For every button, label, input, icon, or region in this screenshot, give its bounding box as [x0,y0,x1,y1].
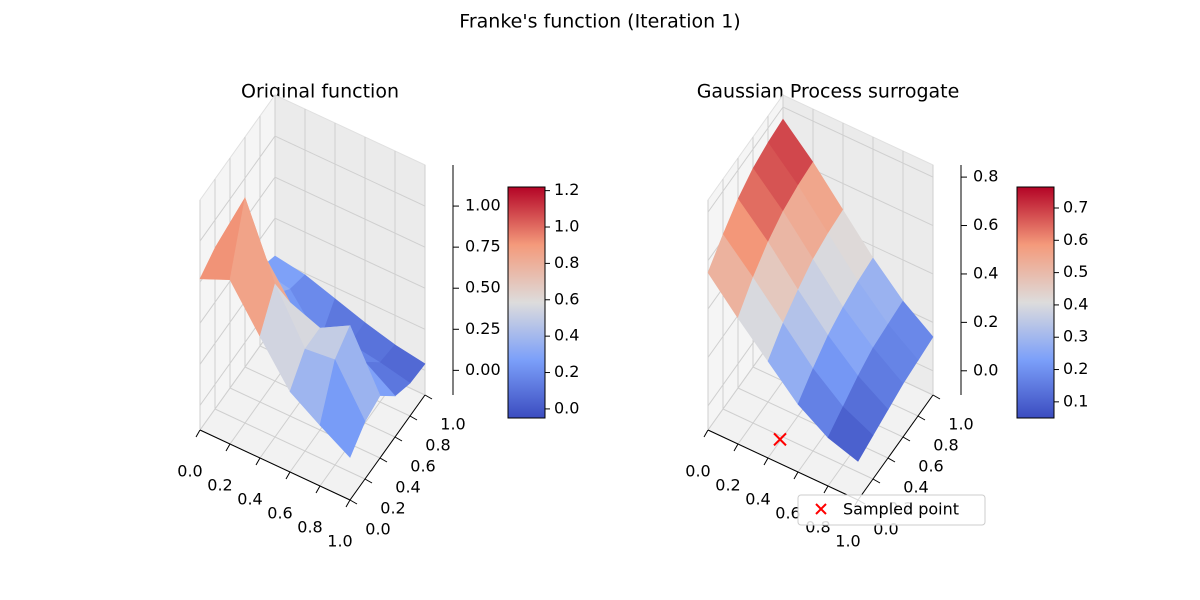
tick-mark [902,436,911,442]
legend-box [797,494,986,526]
y-tick-label: 0.8 [933,436,958,455]
y-tick-label: 0.6 [918,457,943,476]
legend: Sampled point [797,494,986,526]
tick-mark [917,415,926,421]
colorbar-tick-label: 0.1 [1063,391,1088,410]
x-tick-label: 1.0 [835,532,860,551]
x-tick-label: 0.6 [267,504,292,523]
y-tick-label: 1.0 [948,415,973,434]
y-tick-label: 1.0 [440,415,465,434]
colorbar-tick-label: 0.2 [554,362,579,381]
y-tick-label: 0.4 [903,478,928,497]
scatter-point [773,432,787,447]
z-tick-label: 0.4 [973,263,998,282]
tick-mark [823,485,829,494]
colorbar-tick-label: 1.2 [554,180,579,199]
tick-mark [364,478,373,484]
tick-mark [887,457,896,463]
tick-mark [345,499,351,508]
grid-line [214,408,366,480]
z-tick-label: 0.00 [465,360,501,379]
surface-patch [319,358,366,458]
colorbar-tick-label: 0.6 [554,289,579,308]
grid-line [274,217,426,289]
x-tick-label: 0.0 [177,462,202,481]
x-tick-label: 0.8 [297,518,322,537]
y-tick-label: 0.8 [425,436,450,455]
x-tick-label: 0.4 [745,490,770,509]
colorbar-tick-label: 0.3 [1063,327,1088,346]
legend-marker [815,503,827,515]
z-tick-label: 1.00 [465,196,501,215]
grid-line [199,324,276,431]
x-axis [199,429,351,501]
x-tick-label: 1.0 [327,532,352,551]
x-tick-label: 0.4 [237,490,262,509]
z-tick-label: 0.8 [973,167,998,186]
grid-line [707,106,784,213]
colorbar-tick-label: 0.6 [1063,230,1088,249]
subplot-title: Original function [241,81,399,103]
tick-mark [932,394,941,400]
colorbar [1016,186,1055,419]
tick-mark [255,457,261,466]
x-tick-label: 0.2 [715,476,740,495]
grid-line [722,408,874,480]
tick-mark [285,471,291,480]
surface-patch [827,406,874,462]
z-tick-label: 0.0 [973,360,998,379]
tick-mark [394,436,403,442]
y-axis [857,394,934,501]
tick-mark [703,429,709,438]
grid-line [199,135,276,242]
tick-mark [225,443,231,452]
colorbar [507,186,546,419]
axes-3d: Original function 0.0 0.2 0.4 0.6 0.8 1.0 0.0 0.… [177,81,579,551]
tick-mark [733,443,739,452]
marker [773,432,787,447]
tick-mark [315,485,321,494]
z-tick-label: 0.2 [973,312,998,331]
colorbar-tick-label: 1.0 [554,217,579,236]
grid-line [229,387,381,459]
y-tick-label: 0.6 [410,457,435,476]
tick-mark [409,415,418,421]
tick-mark [793,471,799,480]
x-tick-label: 0.0 [685,462,710,481]
colorbar-tick-label: 0.0 [554,398,579,417]
x-tick-label: 0.6 [775,504,800,523]
grid-line [274,135,426,207]
tick-mark [195,429,201,438]
colorbar-tick-label: 0.4 [554,326,579,345]
colorbar-tick-label: 0.4 [1063,294,1088,313]
grid-line [274,258,426,330]
y-tick-label: 0.2 [380,499,405,518]
z-tick-label: 0.50 [465,278,501,297]
tick-mark [349,499,358,505]
x-axis [707,429,859,501]
x-tick-label: 0.2 [207,476,232,495]
colorbar-tick-label: 0.7 [1063,198,1088,217]
y-tick-label: 0.4 [395,478,420,497]
subplot-title: Gaussian Process surrogate [697,81,960,103]
z-tick-label: 0.75 [465,237,501,256]
tick-mark [379,457,388,463]
colorbar-tick-label: 0.2 [1063,359,1088,378]
colorbar-tick-label: 0.5 [1063,262,1088,281]
colorbar-tick-label: 0.8 [554,253,579,272]
y-tick-label: 0.0 [365,520,390,539]
tick-mark [872,478,881,484]
axes-3d: Gaussian Process surrogate 0.0 0.2 0.4 0.6 0.… [685,81,1088,551]
tick-mark [763,457,769,466]
figure-title: Franke's function (Iteration 1) [459,11,740,33]
z-tick-label: 0.6 [973,215,998,234]
tick-mark [424,394,433,400]
y-axis [349,394,426,501]
z-tick-label: 0.25 [465,319,501,338]
legend-label: Sampled point [843,500,959,519]
grid-line [274,176,426,248]
grid-line [782,106,934,178]
